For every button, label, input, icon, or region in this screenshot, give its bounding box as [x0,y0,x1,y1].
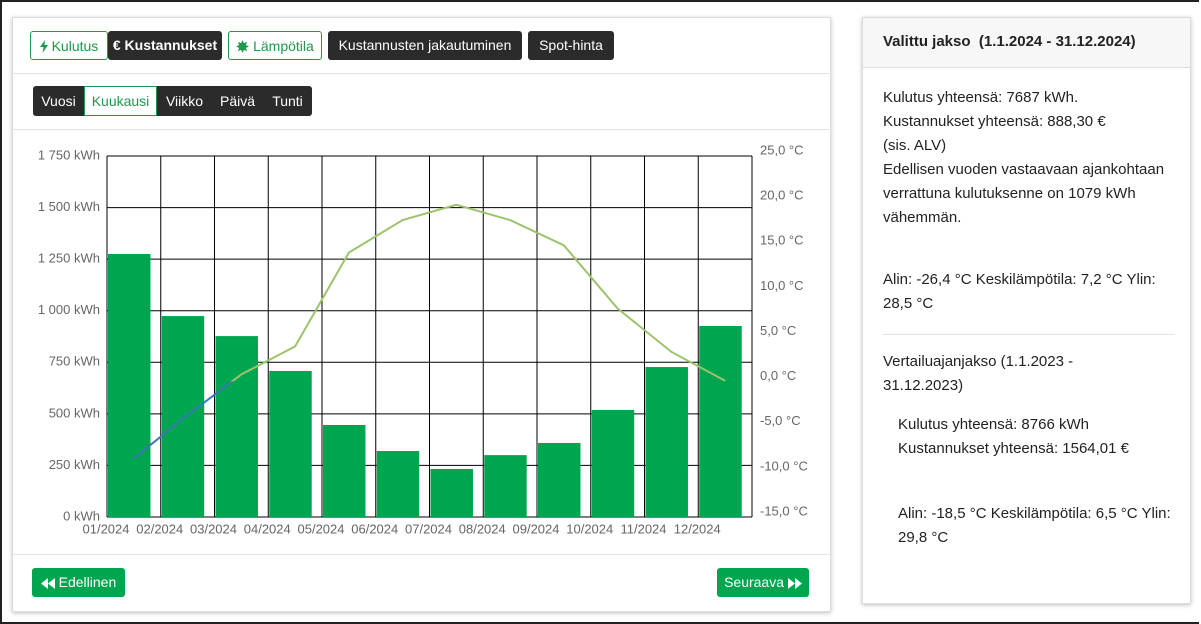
next-button[interactable]: Seuraava [717,568,809,597]
x-tick-label: 04/2024 [244,521,291,536]
period-label: Viikko [165,93,204,109]
bar [376,450,420,517]
period-button[interactable]: Vuosi [33,86,84,116]
chart: 0 kWh 250 kWh 500 kWh 750 kWh 1 000 kWh 1 250… [38,142,808,536]
x-tick-label: 01/2024 [83,521,130,536]
bar [484,455,527,517]
bar [538,442,581,517]
y-tick-label: 750 kWh [49,354,100,369]
x-tick-label: 06/2024 [351,521,398,536]
bar [269,370,312,517]
x-tick-label: 12/2024 [674,521,721,536]
compare-temps: Alin: -18,5 °C Keskilämpötila: 6,5 °C Yl… [898,505,1171,546]
next-label: Seuraava [724,574,785,590]
compare-block: Kulutus yhteensä: 8766 kWh Kustannukset … [898,413,1178,461]
summary-block: Kulutus yhteensä: 7687 kWh. Kustannukset… [883,86,1178,230]
tab-label: Lämpötila [253,38,314,54]
x-tick-label: 07/2024 [405,521,452,536]
bar [323,424,366,517]
divider [883,334,1175,335]
divider [13,73,829,74]
summary-line: Kulutus yhteensä: 7687 kWh. [883,89,1079,106]
y-tick-label: 1 250 kWh [38,251,100,266]
divider [13,129,829,130]
x-tick-label: 05/2024 [298,521,345,536]
tab-label: € Kustannukset [112,37,218,53]
summary-header: Valittu jakso (1.1.2024 - 31.12.2024) [883,33,1136,50]
summary-header-bg [863,18,1190,68]
y-tick-label: 1 000 kWh [38,302,100,317]
period-label: Päivä [219,93,256,109]
y2-tick-label: 10,0 °C [760,278,804,293]
x-tick-label: 08/2024 [459,521,506,536]
summary-line: (sis. ALV) [883,137,947,154]
prev-label: Edellinen [58,574,117,590]
x-tick-label: 09/2024 [513,521,560,536]
x-tick-label: 10/2024 [566,521,613,536]
summary-temps: Alin: -26,4 °C Keskilämpötila: 7,2 °C Yl… [883,271,1156,312]
tab-button[interactable]: Kulutus [30,31,108,60]
bar [430,468,473,517]
temperature-line [133,203,726,460]
summary-card [862,17,1191,604]
period-label: Vuosi [41,93,76,109]
x-tick-label: 11/2024 [620,521,666,536]
compare-line: Kulutus yhteensä: 8766 kWh [898,416,1089,433]
bar [215,336,258,517]
tab-label: Spot-hinta [539,37,603,53]
tab-button[interactable]: Kustannusten jakautuminen [328,31,522,60]
bar [645,367,688,517]
tab-label: Kustannusten jakautuminen [338,37,512,53]
y2-tick-label: 5,0 °C [760,323,796,338]
summary-line: Kustannukset yhteensä: 888,30 € [883,113,1106,130]
y2-tick-label: 0,0 °C [760,368,796,383]
y-tick-label: 250 kWh [49,457,100,472]
y2-tick-label: 25,0 °C [760,142,804,157]
divider [13,554,829,555]
bar [699,325,742,517]
y-tick-label: 500 kWh [49,405,100,420]
y-tick-label: 0 kWh [63,508,100,523]
period-button[interactable]: Kuukausi [84,86,157,116]
prev-button[interactable]: Edellinen [32,568,125,597]
y2-tick-label: -15,0 °C [760,503,808,518]
tab-button[interactable]: Spot-hinta [528,31,614,60]
x-tick-label: 03/2024 [190,521,237,536]
x-tick-label: 02/2024 [136,521,183,536]
y2-tick-label: -10,0 °C [760,458,808,473]
period-label: Tunti [272,93,303,109]
y-tick-label: 1 750 kWh [38,147,100,162]
y2-tick-label: 20,0 °C [760,188,804,203]
y2-tick-label: 15,0 °C [760,233,804,248]
period-button[interactable]: Tunti [263,86,312,116]
compare-title: Vertailuajanjakso (1.1.2023 - 31.12.2023… [883,353,1074,394]
y2-tick-label: -5,0 °C [760,413,801,428]
summary-line: Edellisen vuoden vastaavaan ajankohtaan … [883,161,1165,226]
period-button[interactable]: Päivä [212,86,263,116]
bar [108,253,151,517]
period-label: Kuukausi [91,93,150,109]
y-tick-label: 1 500 kWh [38,199,100,214]
bar [161,316,205,517]
bar [591,409,635,517]
period-button[interactable]: Viikko [157,86,212,116]
compare-line: Kustannukset yhteensä: 1564,01 € [898,440,1130,457]
tab-button[interactable]: Lämpötila [228,31,322,60]
tab-button[interactable]: € Kustannukset [108,31,222,60]
tab-label: Kulutus [51,38,99,54]
